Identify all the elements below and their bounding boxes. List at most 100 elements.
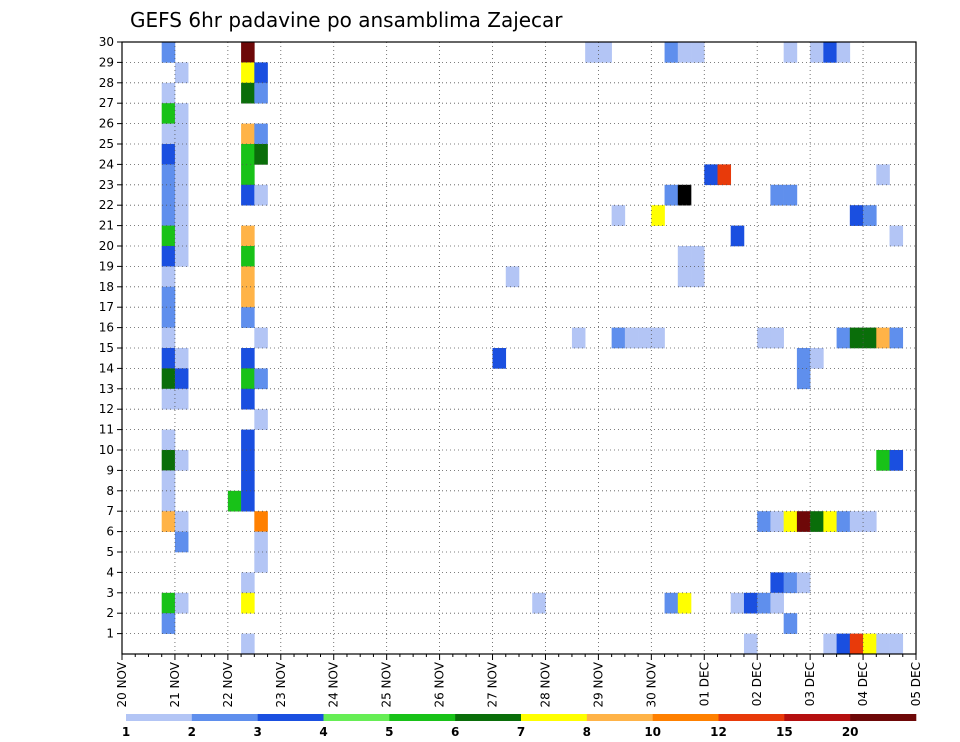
precip-cell [770,327,784,349]
precip-cell [241,307,255,328]
precip-cell [241,246,255,267]
x-axis-ticks: 20 NOV 21 NOV 22 NOV 23 NOV 24 NOV 25 NOV 26 N… [115,654,923,708]
precip-cell [254,531,268,553]
colorbar-segment [850,714,917,721]
precip-cell [174,368,189,390]
colorbar-label: 2 [188,725,196,739]
precip-cell [161,327,176,349]
precip-cell [651,205,665,226]
precip-cell [254,184,268,206]
precip-cell [174,450,189,471]
precip-cell [783,184,798,206]
precip-cell [876,633,890,655]
precip-cell [677,42,692,63]
precip-cell [849,511,864,532]
precip-cell [241,470,255,492]
precip-cell [174,348,189,369]
precip-cell [836,42,851,63]
precip-cell [849,633,864,655]
colorbar-label: 8 [583,725,591,739]
precip-cell [810,511,824,532]
y-tick-label: 12 [99,402,114,416]
x-tick-label: 22 NOV [221,661,235,707]
colorbar-label: 5 [385,725,393,739]
precip-cell [241,266,255,288]
y-tick-label: 21 [99,219,114,233]
precip-cell [796,368,811,390]
precip-cell [254,511,268,532]
precip-cell [704,164,718,186]
precip-cell [161,470,176,492]
precip-cell [241,368,255,390]
precip-cell [174,103,189,124]
precip-cell [691,246,705,267]
precip-cell [254,552,268,573]
x-tick-label: 27 NOV [486,661,500,707]
precip-cell [254,62,268,84]
precip-cell [241,42,255,63]
y-tick-label: 7 [106,504,114,518]
precip-cell [757,327,771,349]
precip-cell [161,348,176,369]
precip-cell [161,307,176,328]
precip-cell [863,511,877,532]
precip-cell [889,327,904,349]
precip-cell [174,205,189,226]
precip-cell [783,511,798,532]
precip-cell [532,592,546,614]
precip-cell [254,409,268,430]
precip-cell [691,266,705,288]
precip-cell [161,184,176,206]
precip-cell [770,184,784,206]
precip-cell [241,286,255,308]
y-tick-label: 20 [99,239,114,253]
grid-lines [122,42,916,654]
colorbar-segment [586,714,653,721]
y-tick-label: 10 [99,443,114,457]
precip-cell [796,511,811,532]
precip-cell [757,592,771,614]
colorbar-label: 6 [451,725,459,739]
precip-cell [161,388,176,410]
precip-cell [161,205,176,226]
precip-cell [174,531,189,553]
x-tick-label: 04 DEC [856,662,870,706]
colorbar-segment [521,714,588,721]
precip-cell [823,633,837,655]
precip-cell [585,42,599,63]
colorbar-segment [784,714,851,721]
precip-cell [161,246,176,267]
precip-cell [241,450,255,471]
precip-cell [611,327,626,349]
precip-cell [174,164,189,186]
y-tick-label: 4 [106,565,114,579]
precip-cell [677,592,692,614]
precip-cell [664,184,679,206]
precip-cell [757,511,771,532]
precip-cell [863,633,877,655]
y-tick-label: 8 [106,484,114,498]
precip-cell [161,164,176,186]
precip-cell [836,633,851,655]
colorbar-label: 10 [644,725,661,739]
precip-cell [876,327,890,349]
x-tick-label: 21 NOV [168,661,182,707]
colorbar-segment [191,714,258,721]
y-tick-label: 25 [99,137,114,151]
y-tick-label: 18 [99,280,114,294]
x-tick-label: 02 DEC [750,662,764,706]
precip-cell [876,450,890,471]
x-tick-label: 05 DEC [909,662,923,706]
precip-cell [174,246,189,267]
precip-cell [823,511,837,532]
precip-cell [770,511,784,532]
precip-cell [254,368,268,390]
x-tick-label: 28 NOV [538,661,552,707]
precip-cell [849,327,864,349]
y-tick-label: 13 [99,382,114,396]
precip-cell [161,266,176,288]
precip-cell [770,572,784,594]
colorbar-segment [257,714,324,721]
precip-cell [677,184,692,206]
precip-cell [241,225,255,247]
